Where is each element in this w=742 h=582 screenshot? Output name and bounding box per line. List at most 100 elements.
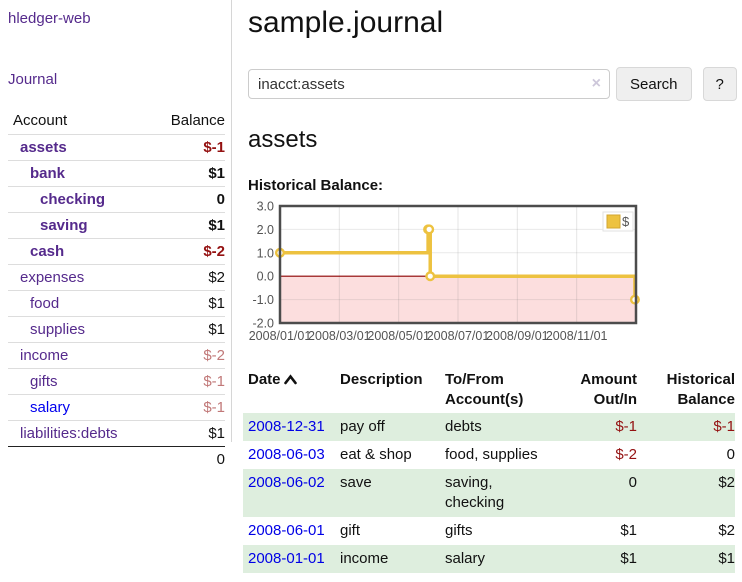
svg-text:$: $ [622,214,630,229]
account-link[interactable]: bank [30,165,66,182]
register-cell-date: 2008-12-31 [243,413,340,441]
svg-text:3.0: 3.0 [257,201,274,214]
account-balance: $1 [208,295,225,312]
app-title-link[interactable]: hledger-web [8,10,91,27]
register-header-accounts: To/From Account(s) [445,371,524,408]
account-link[interactable]: assets [20,139,67,156]
date-header-label: Date [248,371,281,388]
register-cell-accounts: debts [445,418,482,435]
register-header-description: Description [340,371,423,388]
account-balance: $-1 [203,139,225,156]
search-button[interactable]: Search [616,67,692,101]
accounts-table: Account Balance assets $-1 bank $1 checking 0… [8,107,225,472]
register-cell-amount: $1 [620,522,637,539]
account-link[interactable]: income [20,347,69,364]
register-cell-date: 2008-06-02 [243,469,340,517]
transaction-date-link[interactable]: 2008-06-01 [248,522,325,539]
transaction-date-link[interactable]: 2008-12-31 [248,418,325,435]
account-balance: $1 [208,165,225,182]
register-table: Date Description To/From Account(s) Amou… [243,367,735,573]
search-bar: × Search ? [248,67,742,101]
account-balance: $-1 [203,373,225,390]
register-cell-accounts: gifts [445,522,473,539]
svg-text:2.0: 2.0 [257,223,274,237]
accounts-header-balance: Balance [170,112,225,129]
account-balance: $1 [208,321,225,338]
search-input[interactable] [248,69,610,99]
account-balance: $1 [208,217,225,234]
chart-title: Historical Balance: [248,177,384,194]
register-cell-description: income [340,550,389,567]
account-balance: $-2 [203,243,225,260]
account-link[interactable]: cash [30,243,65,260]
register-cell-amount: $-1 [615,418,637,435]
account-link[interactable]: supplies [30,321,86,338]
accounts-total-row: 0 [8,446,225,473]
svg-text:2008/05/01: 2008/05/01 [367,329,430,343]
register-cell-accounts: salary [445,550,486,567]
register-cell-description: save [340,474,372,491]
svg-text:-2.0: -2.0 [252,317,274,331]
main-content: sample.journal × Search ? assets Histori… [232,0,742,573]
transaction-date-link[interactable]: 2008-06-03 [248,446,325,463]
register-cell-balance: $2 [718,522,735,539]
account-balance: $-1 [203,399,225,416]
help-button[interactable]: ? [702,67,737,101]
svg-text:2008/09/01: 2008/09/01 [486,329,549,343]
account-row: food $1 [8,290,225,317]
register-cell-description: eat & shop [340,446,412,463]
sidebar-item-journal[interactable]: Journal [8,71,58,88]
register-cell-date: 2008-06-01 [243,517,340,545]
account-balance: $2 [208,269,225,286]
historical-balance-chart[interactable]: $3.0 2.0 1.0 0.0 -1.0 -2.0 2008/01/01 2008/03/0… [248,200,742,351]
accounts-total-value: 0 [216,451,225,468]
account-link[interactable]: checking [40,191,106,208]
transaction-date-link[interactable]: 2008-01-01 [248,550,325,567]
clear-search-icon[interactable]: × [591,75,601,92]
register-cell-balance: $-1 [713,418,735,435]
account-link[interactable]: gifts [30,373,58,390]
account-link[interactable]: salary [30,399,71,416]
register-cell-accounts: saving, checking [445,474,505,511]
svg-text:1.0: 1.0 [257,246,274,260]
account-row: bank $1 [8,160,225,187]
register-row: 2008-12-31 pay off debts $-1 $-1 [243,413,735,441]
account-balance: $1 [208,425,225,442]
register-cell-amount: $1 [620,550,637,567]
account-row: gifts $-1 [8,368,225,395]
register-header-date[interactable]: Date [243,367,340,413]
register-row: 2008-06-02 save saving, checking 0 $2 [243,469,735,517]
svg-text:2008/07/01: 2008/07/01 [427,329,490,343]
register-cell-description: pay off [340,418,385,435]
account-row: liabilities:debts $1 [8,420,225,447]
register-cell-date: 2008-01-01 [243,545,340,573]
register-row: 2008-06-01 gift gifts $1 $2 [243,517,735,545]
account-link[interactable]: food [30,295,60,312]
account-row: cash $-2 [8,238,225,265]
register-cell-amount: $-2 [615,446,637,463]
account-link[interactable]: expenses [20,269,85,286]
svg-text:2008/01/01: 2008/01/01 [249,329,312,343]
account-link[interactable]: saving [40,217,88,234]
register-cell-balance: $1 [718,550,735,567]
register-row: 2008-06-03 eat & shop food, supplies $-2 0 [243,441,735,469]
chart-canvas[interactable]: $3.0 2.0 1.0 0.0 -1.0 -2.02008/01/012008/03/0… [248,200,642,347]
register-cell-balance: $2 [718,474,735,491]
account-row: assets $-1 [8,134,225,161]
register-row: 2008-01-01 income salary $1 $1 [243,545,735,573]
register-cell-amount: 0 [628,474,637,491]
account-row: supplies $1 [8,316,225,343]
sort-ascending-icon [283,374,297,385]
account-link[interactable]: liabilities:debts [20,425,118,442]
account-row: saving $1 [8,212,225,239]
transaction-date-link[interactable]: 2008-06-02 [248,474,325,491]
account-balance: 0 [216,191,225,208]
svg-text:0.0: 0.0 [257,270,274,284]
register-header-amount: Amount Out/In [580,371,637,408]
account-row: income $-2 [8,342,225,369]
register-cell-accounts: food, supplies [445,446,538,463]
register-cell-balance: 0 [726,446,735,463]
account-row: salary $-1 [8,394,225,421]
svg-text:-1.0: -1.0 [252,293,274,307]
